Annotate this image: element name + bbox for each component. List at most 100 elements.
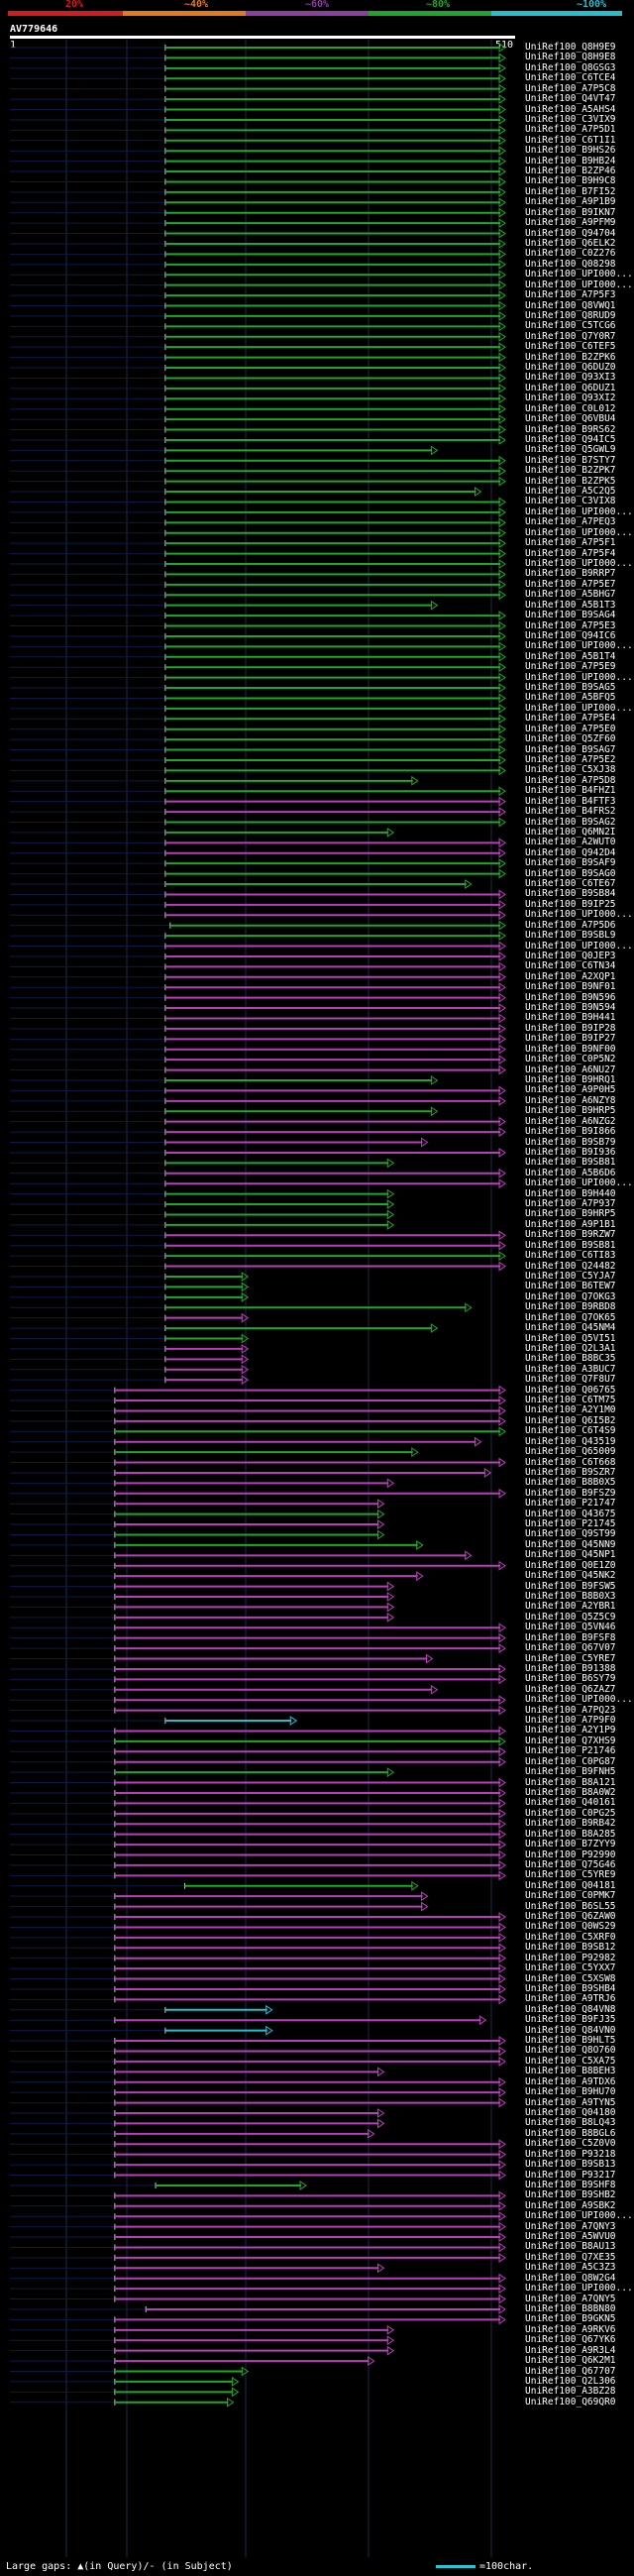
- hit-label[interactable]: UniRef100_Q8H9E8: [525, 52, 616, 63]
- hit-label[interactable]: UniRef100_A7P5E0: [525, 723, 616, 734]
- hit-label[interactable]: UniRef100_Q04181: [525, 1879, 616, 1891]
- hit-label[interactable]: UniRef100_B7STY7: [525, 454, 616, 466]
- hit-label[interactable]: UniRef100_B9SAG0: [525, 867, 616, 879]
- hit-label[interactable]: UniRef100_A9P1B9: [525, 196, 616, 208]
- hit-label[interactable]: UniRef100_Q6DUZ1: [525, 382, 616, 393]
- hit-label[interactable]: UniRef100_Q67V07: [525, 1642, 616, 1654]
- hit-label[interactable]: UniRef100_B8BC35: [525, 1353, 616, 1365]
- hit-label[interactable]: UniRef100_C5YXX7: [525, 1962, 616, 1974]
- hit-label[interactable]: UniRef100_Q40161: [525, 1797, 616, 1809]
- hit-label[interactable]: UniRef100_A5BHG7: [525, 589, 616, 601]
- hit-label[interactable]: UniRef100_B9NF01: [525, 981, 616, 993]
- hit-label[interactable]: UniRef100_Q8RUD9: [525, 309, 616, 321]
- hit-label[interactable]: UniRef100_Q24482: [525, 1260, 616, 1272]
- hit-label[interactable]: UniRef100_A5B1T4: [525, 650, 616, 662]
- hit-label[interactable]: UniRef100_A9RKV6: [525, 2323, 616, 2335]
- hit-label[interactable]: UniRef100_B4FRS2: [525, 806, 616, 818]
- hit-label[interactable]: UniRef100_Q93XI2: [525, 392, 616, 404]
- hit-label[interactable]: UniRef100_Q0JEP3: [525, 950, 616, 961]
- hit-label[interactable]: UniRef100_A7PQ23: [525, 1704, 616, 1716]
- hit-label[interactable]: UniRef100_UPI000...: [525, 269, 633, 280]
- hit-label[interactable]: UniRef100_A7P5D8: [525, 774, 616, 786]
- hit-label[interactable]: UniRef100_Q94704: [525, 227, 616, 239]
- hit-label[interactable]: UniRef100_B8AU13: [525, 2241, 616, 2253]
- hit-label[interactable]: UniRef100_B8BGL6: [525, 2127, 616, 2139]
- hit-label[interactable]: UniRef100_UPI000...: [525, 526, 633, 538]
- hit-label[interactable]: UniRef100_B9H441: [525, 1012, 616, 1024]
- hit-label[interactable]: UniRef100_Q84VN0: [525, 2024, 616, 2036]
- hit-label[interactable]: UniRef100_Q67707: [525, 2365, 616, 2377]
- hit-label[interactable]: UniRef100_B9HLT5: [525, 2035, 616, 2047]
- hit-label[interactable]: UniRef100_B9FSW5: [525, 1580, 616, 1592]
- hit-label[interactable]: UniRef100_Q6ZAW0: [525, 1911, 616, 1923]
- hit-label[interactable]: UniRef100_A5WVU0: [525, 2231, 616, 2243]
- hit-label[interactable]: UniRef100_Q6K2M1: [525, 2355, 616, 2367]
- hit-label[interactable]: UniRef100_C6TCE4: [525, 72, 616, 84]
- hit-label[interactable]: UniRef100_UPI000...: [525, 702, 633, 714]
- hit-label[interactable]: UniRef100_B9N594: [525, 1002, 616, 1014]
- hit-label[interactable]: UniRef100_Q5VI51: [525, 1332, 616, 1344]
- hit-label[interactable]: UniRef100_A9TYN5: [525, 2096, 616, 2108]
- hit-label[interactable]: UniRef100_B9SAG5: [525, 682, 616, 694]
- hit-label[interactable]: UniRef100_A7PEQ3: [525, 516, 616, 528]
- hit-label[interactable]: UniRef100_A7P5D6: [525, 919, 616, 931]
- hit-label[interactable]: UniRef100_B9SB81: [525, 1239, 616, 1251]
- hit-label[interactable]: UniRef100_A7P5F3: [525, 289, 616, 301]
- hit-label[interactable]: UniRef100_Q6DUZ0: [525, 362, 616, 374]
- hit-label[interactable]: UniRef100_B9HRQ1: [525, 1074, 616, 1085]
- hit-label[interactable]: UniRef100_B9N596: [525, 991, 616, 1003]
- hit-label[interactable]: UniRef100_C5Z0V0: [525, 2138, 616, 2150]
- hit-label[interactable]: UniRef100_C5YJA7: [525, 1270, 616, 1282]
- hit-label[interactable]: UniRef100_B8B0X3: [525, 1591, 616, 1602]
- hit-label[interactable]: UniRef100_C0Z276: [525, 248, 616, 260]
- hit-label[interactable]: UniRef100_B2ZPK6: [525, 351, 616, 363]
- hit-label[interactable]: UniRef100_B9SB84: [525, 888, 616, 900]
- hit-label[interactable]: UniRef100_Q65009: [525, 1446, 616, 1458]
- hit-label[interactable]: UniRef100_P21747: [525, 1498, 616, 1510]
- hit-label[interactable]: UniRef100_B9HRP5: [525, 1105, 616, 1117]
- hit-label[interactable]: UniRef100_A5C3Z3: [525, 2262, 616, 2274]
- hit-label[interactable]: UniRef100_A6NZY8: [525, 1094, 616, 1106]
- hit-label[interactable]: UniRef100_Q5GWL9: [525, 444, 616, 456]
- hit-label[interactable]: UniRef100_C3VIX9: [525, 113, 616, 125]
- hit-label[interactable]: UniRef100_B9SHB4: [525, 1982, 616, 1994]
- hit-label[interactable]: UniRef100_B8LQ43: [525, 2117, 616, 2129]
- hit-label[interactable]: UniRef100_B9SAG2: [525, 816, 616, 828]
- hit-label[interactable]: UniRef100_UPI000...: [525, 1694, 633, 1706]
- hit-label[interactable]: UniRef100_Q5Z5C9: [525, 1611, 616, 1623]
- hit-label[interactable]: UniRef100_Q04180: [525, 2107, 616, 2118]
- hit-label[interactable]: UniRef100_Q75G46: [525, 1858, 616, 1870]
- hit-label[interactable]: UniRef100_C5YRE7: [525, 1652, 616, 1664]
- hit-label[interactable]: UniRef100_B2ZPK5: [525, 475, 616, 487]
- hit-label[interactable]: UniRef100_C5XA75: [525, 2055, 616, 2067]
- hit-label[interactable]: UniRef100_A7P5C8: [525, 82, 616, 94]
- hit-label[interactable]: UniRef100_P93218: [525, 2148, 616, 2160]
- hit-label[interactable]: UniRef100_A7P5E9: [525, 661, 616, 673]
- hit-label[interactable]: UniRef100_B9SB12: [525, 1942, 616, 1954]
- hit-label[interactable]: UniRef100_A5B1T3: [525, 599, 616, 611]
- hit-label[interactable]: UniRef100_Q9ST99: [525, 1528, 616, 1540]
- hit-label[interactable]: UniRef100_B9RRP7: [525, 568, 616, 580]
- hit-label[interactable]: UniRef100_C6TE67: [525, 878, 616, 890]
- hit-label[interactable]: UniRef100_C3VIX8: [525, 496, 616, 507]
- hit-label[interactable]: UniRef100_C6T1I1: [525, 134, 616, 146]
- hit-label[interactable]: UniRef100_A3BUC7: [525, 1363, 616, 1375]
- hit-label[interactable]: UniRef100_B2ZP46: [525, 166, 616, 177]
- hit-label[interactable]: UniRef100_C5YRE9: [525, 1869, 616, 1881]
- hit-label[interactable]: UniRef100_Q0WS29: [525, 1921, 616, 1933]
- hit-label[interactable]: UniRef100_A9P1B1: [525, 1218, 616, 1230]
- hit-label[interactable]: UniRef100_B6TEW7: [525, 1281, 616, 1292]
- hit-label[interactable]: UniRef100_B9SB13: [525, 2159, 616, 2171]
- hit-label[interactable]: UniRef100_A9TDX6: [525, 2075, 616, 2087]
- hit-label[interactable]: UniRef100_Q6ZAZ7: [525, 1683, 616, 1695]
- hit-label[interactable]: UniRef100_Q8H9E9: [525, 42, 616, 53]
- hit-label[interactable]: UniRef100_B9HRP5: [525, 1208, 616, 1220]
- hit-label[interactable]: UniRef100_C5XSW8: [525, 1972, 616, 1984]
- hit-label[interactable]: UniRef100_Q4VT47: [525, 93, 616, 105]
- hit-label[interactable]: UniRef100_C6TEF5: [525, 341, 616, 353]
- hit-label[interactable]: UniRef100_C6T4S9: [525, 1425, 616, 1437]
- hit-label[interactable]: UniRef100_C5XRF0: [525, 1931, 616, 1943]
- hit-label[interactable]: UniRef100_Q7XHS9: [525, 1735, 616, 1746]
- hit-label[interactable]: UniRef100_B9I936: [525, 1146, 616, 1158]
- hit-label[interactable]: UniRef100_C0L012: [525, 402, 616, 414]
